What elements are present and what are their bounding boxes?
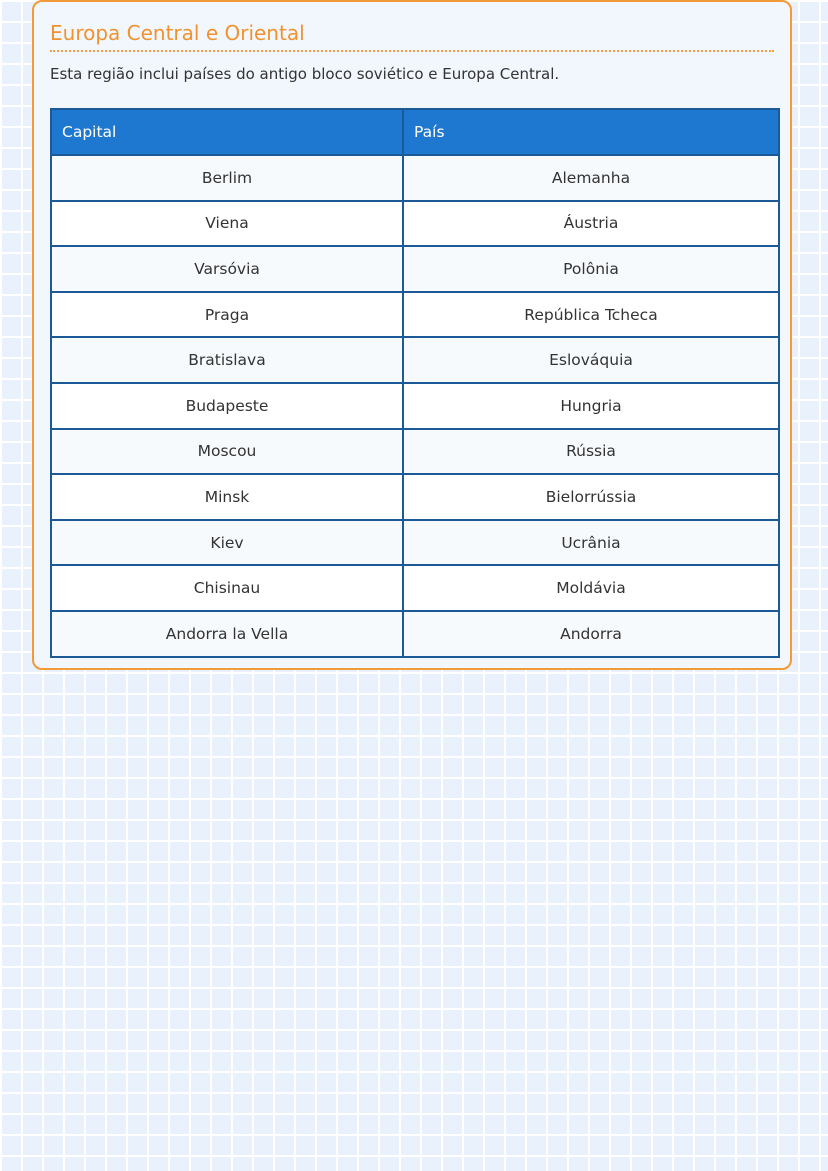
table-row: Berlim Alemanha [50, 154, 780, 202]
country-cell: Andorra [402, 609, 780, 658]
country-cell: Áustria [402, 199, 780, 248]
table-row: Bratislava Eslováquia [50, 336, 780, 384]
capital-cell: Moscou [50, 427, 404, 476]
capital-cell: Praga [50, 290, 404, 339]
table-row: Chisinau Moldávia [50, 564, 780, 612]
country-cell: Polônia [402, 245, 780, 293]
capital-cell: Varsóvia [50, 245, 404, 293]
table-header-row: Capital País [50, 108, 780, 156]
section-title: Europa Central e Oriental [50, 21, 305, 45]
column-header-country: País [402, 108, 780, 156]
table-row: Moscou Rússia [50, 427, 780, 476]
region-card: Europa Central e Oriental Esta região in… [32, 0, 792, 670]
table-row: Budapeste Hungria [50, 381, 780, 430]
country-cell: Rússia [402, 427, 780, 476]
country-cell: Hungria [402, 381, 780, 430]
table-row: Viena Áustria [50, 199, 780, 248]
capital-cell: Chisinau [50, 564, 404, 612]
table-row: Kiev Ucrânia [50, 518, 780, 567]
column-header-capital: Capital [50, 108, 404, 156]
country-cell: Moldávia [402, 564, 780, 612]
capital-cell: Kiev [50, 518, 404, 567]
country-cell: Alemanha [402, 154, 780, 202]
title-divider [50, 50, 774, 52]
country-cell: República Tcheca [402, 290, 780, 339]
capital-cell: Berlim [50, 154, 404, 202]
country-cell: Eslováquia [402, 336, 780, 384]
table-row: Varsóvia Polônia [50, 245, 780, 293]
country-cell: Bielorrússia [402, 473, 780, 521]
capitals-table: Capital País Berlim Alemanha Viena Áustria V… [50, 108, 780, 658]
table-row: Praga República Tcheca [50, 290, 780, 339]
section-description: Esta região inclui países do antigo bloc… [50, 65, 560, 83]
capital-cell: Bratislava [50, 336, 404, 384]
table-row: Minsk Bielorrússia [50, 473, 780, 521]
country-cell: Ucrânia [402, 518, 780, 567]
capital-cell: Andorra la Vella [50, 609, 404, 658]
capital-cell: Budapeste [50, 381, 404, 430]
table-row: Andorra la Vella Andorra [50, 609, 780, 658]
capital-cell: Minsk [50, 473, 404, 521]
capital-cell: Viena [50, 199, 404, 248]
